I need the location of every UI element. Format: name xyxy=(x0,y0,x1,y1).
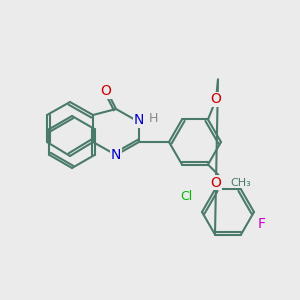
Text: O: O xyxy=(211,176,221,190)
Text: N: N xyxy=(134,113,144,127)
Text: N: N xyxy=(111,148,121,162)
Text: O: O xyxy=(211,92,221,106)
Text: O: O xyxy=(100,84,111,98)
Text: CH₃: CH₃ xyxy=(230,178,251,188)
Text: Cl: Cl xyxy=(180,190,192,202)
Text: F: F xyxy=(258,217,266,231)
Text: H: H xyxy=(148,112,158,124)
